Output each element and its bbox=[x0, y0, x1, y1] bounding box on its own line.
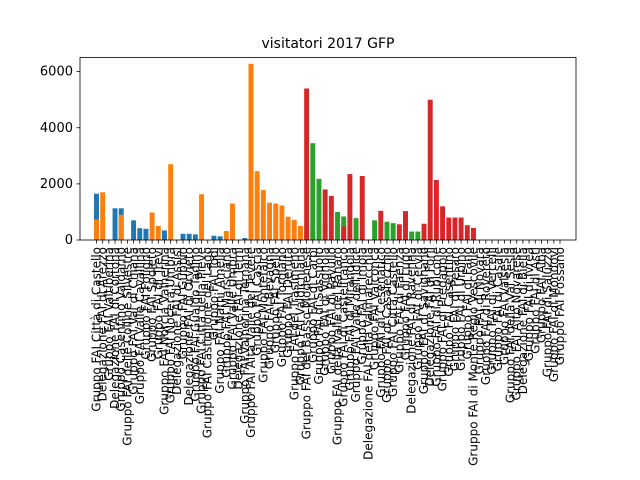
bar-blue-20 bbox=[218, 236, 223, 240]
x-tick-label-75: Gruppo FAI Fossano bbox=[553, 247, 567, 365]
bar-blue-6 bbox=[131, 220, 136, 240]
bar-red-37 bbox=[323, 189, 328, 240]
bar-green-42 bbox=[354, 218, 359, 240]
y-tick-label-0: 0 bbox=[65, 233, 73, 248]
bar-green-35 bbox=[310, 143, 315, 240]
bar-red-53 bbox=[422, 224, 427, 240]
bar-orange-1 bbox=[100, 192, 105, 240]
bar-blue-14 bbox=[181, 234, 186, 240]
bar-orange-26 bbox=[255, 171, 260, 240]
bar-red-60 bbox=[465, 225, 470, 240]
bar-red-58 bbox=[452, 218, 457, 240]
bar-green-52 bbox=[415, 232, 420, 240]
bar-blue-19 bbox=[211, 236, 216, 240]
bar-red-38 bbox=[329, 196, 334, 240]
bar-orange-22 bbox=[230, 204, 235, 240]
bar-orange-32 bbox=[292, 220, 297, 240]
bar-blue-7 bbox=[137, 228, 142, 240]
bar-orange-10 bbox=[156, 226, 161, 240]
bar-green-51 bbox=[409, 232, 414, 240]
bar-orange-30 bbox=[279, 205, 284, 240]
bars-layer bbox=[94, 64, 476, 240]
chart-title: visitatori 2017 GFP bbox=[262, 36, 395, 52]
bar-green-47 bbox=[384, 222, 389, 240]
bar-orange-17 bbox=[199, 194, 204, 240]
bar-red-49 bbox=[397, 224, 402, 240]
bar-red-55 bbox=[434, 180, 439, 240]
bar-red-41 bbox=[347, 174, 352, 240]
bar-orange-21 bbox=[224, 231, 229, 240]
bar-red-61 bbox=[471, 228, 476, 240]
x-axis: Gruppo FAI Città di CastelloDelegazione … bbox=[90, 240, 568, 466]
bar-red-34 bbox=[304, 88, 309, 240]
bar-orange-25 bbox=[249, 64, 254, 240]
bar-orange-9 bbox=[150, 213, 155, 241]
bar-red-40 bbox=[341, 227, 346, 240]
bar-orange-29 bbox=[273, 204, 278, 240]
bar-blue-15 bbox=[187, 234, 192, 240]
bar-orange-0 bbox=[94, 220, 99, 240]
bar-orange-31 bbox=[286, 217, 291, 240]
bar-orange-12 bbox=[168, 164, 173, 240]
bar-red-57 bbox=[446, 218, 451, 240]
bar-red-50 bbox=[403, 211, 408, 240]
bar-orange-4 bbox=[119, 215, 124, 240]
bar-orange-28 bbox=[267, 203, 272, 240]
bar-red-43 bbox=[360, 176, 365, 240]
y-tick-label-1: 2000 bbox=[40, 177, 73, 192]
y-tick-label-2: 4000 bbox=[40, 121, 73, 136]
bar-orange-27 bbox=[261, 190, 266, 240]
bar-blue-11 bbox=[162, 230, 167, 240]
bar-red-59 bbox=[459, 218, 464, 240]
bar-blue-16 bbox=[193, 234, 198, 240]
bar-orange-33 bbox=[298, 226, 303, 240]
bar-red-46 bbox=[378, 211, 383, 240]
bar-green-45 bbox=[372, 220, 377, 240]
bar-green-36 bbox=[317, 179, 322, 240]
y-tick-label-3: 6000 bbox=[40, 65, 73, 80]
bar-blue-3 bbox=[113, 208, 118, 240]
bar-green-48 bbox=[391, 223, 396, 240]
bar-red-56 bbox=[440, 206, 445, 240]
y-axis: 0 2000 4000 6000 bbox=[40, 65, 80, 248]
bar-red-54 bbox=[428, 100, 433, 240]
bar-green-39 bbox=[335, 212, 340, 240]
bar-blue-8 bbox=[143, 229, 148, 240]
